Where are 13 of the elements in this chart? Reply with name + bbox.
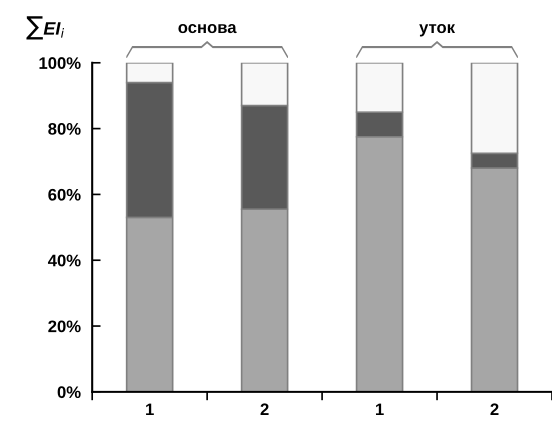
y-tick-label: 20% (48, 320, 81, 332)
x-tick-label: 2 (260, 403, 269, 416)
y-tick-label: 80% (48, 123, 81, 135)
text: основа (178, 24, 237, 34)
y-axis-title: ∑EI$_{i}$ (26, 16, 64, 40)
y-tick-label: 60% (48, 188, 81, 201)
x-tick-label: 2 (490, 403, 498, 416)
x-tick-label: 1 (376, 404, 384, 416)
y-tick-label: 40% (48, 254, 81, 266)
y-tick-label: 100% (39, 57, 81, 69)
y-tick-label: 0% (58, 386, 81, 398)
text: уток (419, 24, 456, 36)
x-tick-label: 1 (146, 404, 154, 416)
